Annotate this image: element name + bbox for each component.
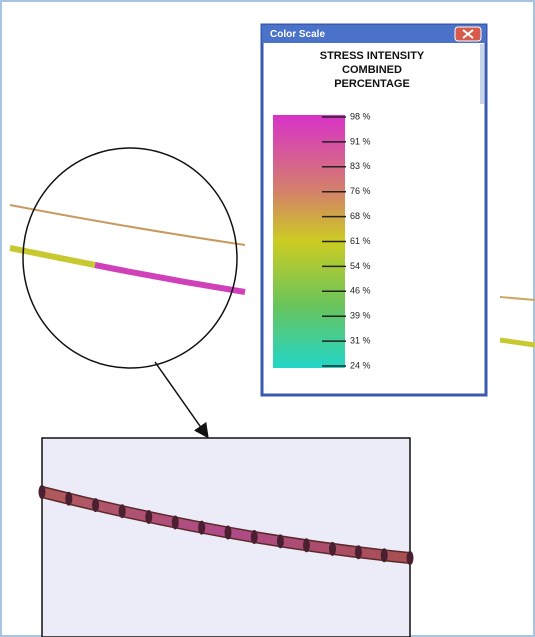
scale-label: 83 % — [350, 161, 371, 171]
scale-label: 31 % — [350, 335, 371, 345]
scrollbar — [480, 44, 484, 104]
scale-label: 24 % — [350, 360, 371, 370]
screen: Color Scale STRESS INTENSITY COMBINED PE… — [0, 0, 535, 637]
scale-label: 61 % — [350, 236, 371, 246]
pipe-joint — [172, 515, 179, 529]
zoom-arrow — [155, 362, 207, 436]
legend-heading: STRESS INTENSITY — [320, 50, 425, 62]
scale-label: 76 % — [350, 186, 371, 196]
pipe-joint — [303, 538, 310, 552]
pipe-joint — [225, 526, 232, 540]
viewport: Color Scale STRESS INTENSITY COMBINED PE… — [0, 0, 535, 637]
color-scale-window: Color Scale STRESS INTENSITY COMBINED PE… — [262, 25, 486, 395]
pipe-segment — [500, 340, 535, 345]
legend-heading: COMBINED — [342, 64, 402, 76]
pipe-joint — [355, 545, 362, 559]
pipe-joint — [119, 504, 126, 518]
pipe-joint — [39, 485, 46, 499]
window-title: Color Scale — [270, 29, 325, 40]
scale-label: 39 % — [350, 311, 371, 321]
pipe-joint — [92, 498, 99, 512]
pipe-joint — [198, 521, 205, 535]
legend-heading: PERCENTAGE — [334, 78, 410, 90]
scale-label: 46 % — [350, 286, 371, 296]
pipe-joint — [329, 542, 336, 556]
pipe-segment — [95, 265, 245, 292]
pipe-joint — [65, 492, 72, 506]
scale-label: 98 % — [350, 111, 371, 121]
scale-label: 91 % — [350, 136, 371, 146]
pipe-joint — [251, 530, 258, 544]
pipe-joint — [381, 548, 388, 562]
scale-label: 54 % — [350, 261, 371, 271]
pipe-joint — [145, 510, 152, 524]
beam-line — [10, 205, 245, 245]
pipe-joint — [277, 534, 284, 548]
scale-label: 68 % — [350, 211, 371, 221]
beam-line — [500, 297, 535, 300]
pipe-joint — [407, 551, 414, 565]
